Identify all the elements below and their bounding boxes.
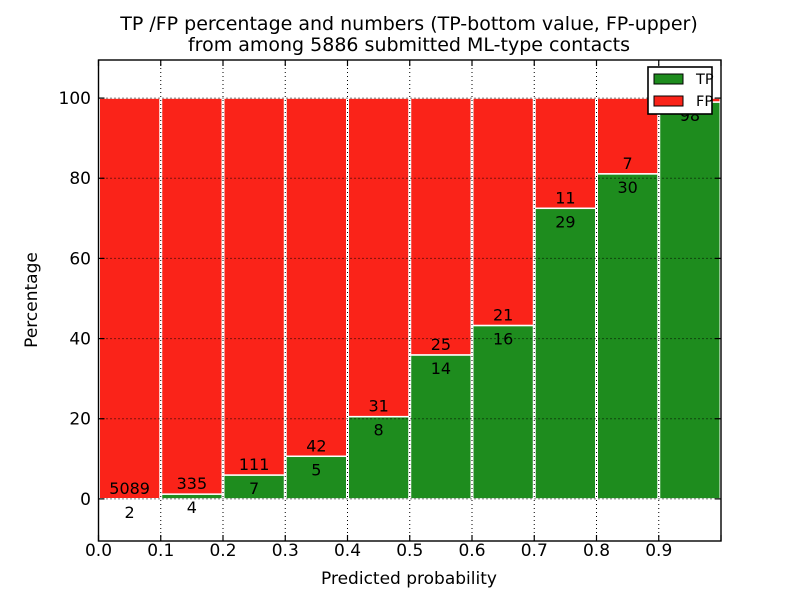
fp-count-label-8: 7	[623, 154, 633, 173]
fp-count-label-3: 42	[306, 436, 326, 455]
fp-count-label-0: 5089	[109, 479, 150, 498]
x-tick-label-3: 0.3	[272, 541, 299, 561]
x-tick-label-1: 0.1	[147, 541, 174, 561]
tp-count-label-0: 2	[125, 503, 135, 522]
tp-count-label-3: 5	[311, 460, 321, 479]
bar-segment-tp-7	[534, 207, 597, 500]
x-tick-label-6: 0.6	[458, 541, 485, 561]
legend-swatch-fp	[653, 95, 684, 107]
tp-count-label-7: 29	[555, 212, 575, 231]
y-tick-label-2: 40	[69, 330, 91, 350]
y-tick-label-5: 100	[59, 89, 91, 109]
bar-segment-fp-2	[223, 97, 286, 476]
fp-count-label-5: 25	[431, 335, 451, 354]
x-tick-label-7: 0.7	[521, 541, 548, 561]
bar-segment-tp-9	[658, 101, 721, 500]
tp-count-label-2: 7	[249, 479, 259, 498]
bar-segment-fp-3	[285, 97, 348, 458]
chart-title-line1: TP /FP percentage and numbers (TP-bottom…	[119, 13, 698, 35]
bar-segment-fp-4	[347, 97, 410, 418]
bar-segment-tp-6	[472, 324, 535, 500]
legend: TP FP	[647, 66, 714, 115]
x-tick-label-9: 0.9	[645, 541, 672, 561]
chart-title-line2: from among 5886 submitted ML-type contac…	[188, 34, 630, 56]
tp-count-label-5: 14	[431, 359, 451, 378]
bar-segment-fp-6	[472, 97, 535, 327]
bar-segment-fp-5	[409, 97, 472, 356]
y-tick-label-0: 0	[80, 490, 91, 510]
y-tick-label-3: 60	[69, 249, 91, 269]
bar-segment-fp-1	[160, 97, 223, 495]
bar-segment-tp-8	[596, 173, 659, 500]
y-tick-label-4: 80	[69, 169, 91, 189]
bar-segment-tp-3	[285, 455, 348, 500]
x-tick-label-4: 0.4	[334, 541, 361, 561]
x-tick-label-5: 0.5	[396, 541, 423, 561]
bar-segment-tp-5	[409, 354, 472, 500]
x-tick-label-2: 0.2	[209, 541, 236, 561]
bar-segment-fp-0	[98, 97, 161, 500]
fp-count-label-6: 21	[493, 306, 513, 325]
fp-count-label-1: 335	[177, 474, 208, 493]
bar-segment-tp-1	[160, 493, 223, 500]
y-axis-label: Percentage	[22, 252, 42, 348]
fp-count-label-4: 31	[368, 397, 388, 416]
legend-label-tp: TP	[695, 72, 714, 88]
bar-segment-fp-7	[534, 97, 597, 210]
legend-swatch-tp	[653, 73, 684, 85]
bars-layer	[98, 97, 721, 500]
x-tick-label-8: 0.8	[583, 541, 610, 561]
tp-count-label-6: 16	[493, 330, 513, 349]
tp-count-label-4: 8	[374, 421, 384, 440]
tp-count-label-1: 4	[187, 498, 197, 517]
count-labels-layer: 5089233541117425318251421161129730198	[109, 82, 700, 522]
x-axis-label: Predicted probability	[321, 569, 497, 589]
y-tick-label-1: 20	[69, 410, 91, 430]
fp-count-label-2: 111	[239, 455, 270, 474]
fp-count-label-7: 11	[555, 188, 575, 207]
x-tick-label-0: 0.0	[85, 541, 112, 561]
axes-layer	[97, 59, 722, 542]
bar-segment-tp-2	[223, 474, 286, 500]
tick-labels-layer: 0.0 0.1 0.2 0.3 0.4 0.5 0.6 0.7 0.8 0.9 0 20 40 60 80 1…	[59, 89, 673, 561]
tp-count-label-8: 30	[617, 178, 637, 197]
legend-label-fp: FP	[696, 94, 713, 110]
